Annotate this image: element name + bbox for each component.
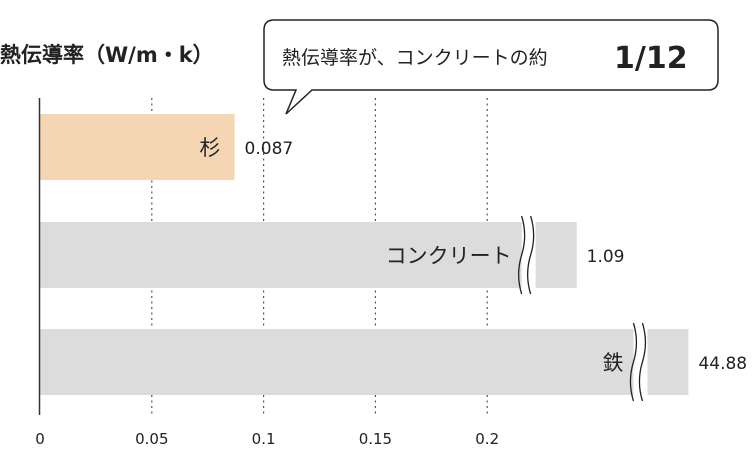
axis-break-mark bbox=[638, 322, 647, 402]
x-tick-label: 0.15 bbox=[359, 430, 392, 448]
x-tick-label: 0.05 bbox=[135, 430, 168, 448]
x-tick-label: 0.1 bbox=[252, 430, 276, 448]
callout: 熱伝導率が、コンクリートの約 1/12 bbox=[263, 19, 719, 115]
bar bbox=[40, 114, 235, 180]
bar-value-label: 1.09 bbox=[587, 247, 625, 267]
bar-group: 杉 0.087 bbox=[40, 114, 293, 180]
bar-category-label: コンクリート bbox=[386, 244, 512, 268]
bars: 杉 0.087 コンクリート 1.09 鉄 44.88 bbox=[40, 114, 747, 402]
bar bbox=[40, 329, 689, 395]
bar-value-label: 0.087 bbox=[245, 139, 294, 159]
bar-group: 鉄 44.88 bbox=[40, 322, 747, 402]
axis-break-mark bbox=[517, 215, 526, 295]
bar-value-label: 44.88 bbox=[698, 354, 747, 374]
x-tick-label: 0.2 bbox=[475, 430, 499, 448]
x-tick-label: 0 bbox=[35, 430, 45, 448]
chart-title: 熱伝導率（W/m・k） bbox=[0, 43, 214, 67]
x-tick-labels: 0 0.05 0.1 0.15 0.2 bbox=[35, 430, 499, 448]
bar bbox=[40, 222, 577, 288]
axis-break-mark bbox=[629, 322, 638, 402]
bar-group: コンクリート 1.09 bbox=[40, 215, 625, 295]
callout-text: 熱伝導率が、コンクリートの約 bbox=[282, 47, 548, 69]
callout-highlight: 1/12 bbox=[614, 41, 688, 76]
axis-break-mark bbox=[526, 215, 535, 295]
bar-category-label: 鉄 bbox=[602, 351, 623, 375]
bar-category-label: 杉 bbox=[200, 136, 221, 160]
callout-bubble bbox=[263, 19, 719, 115]
